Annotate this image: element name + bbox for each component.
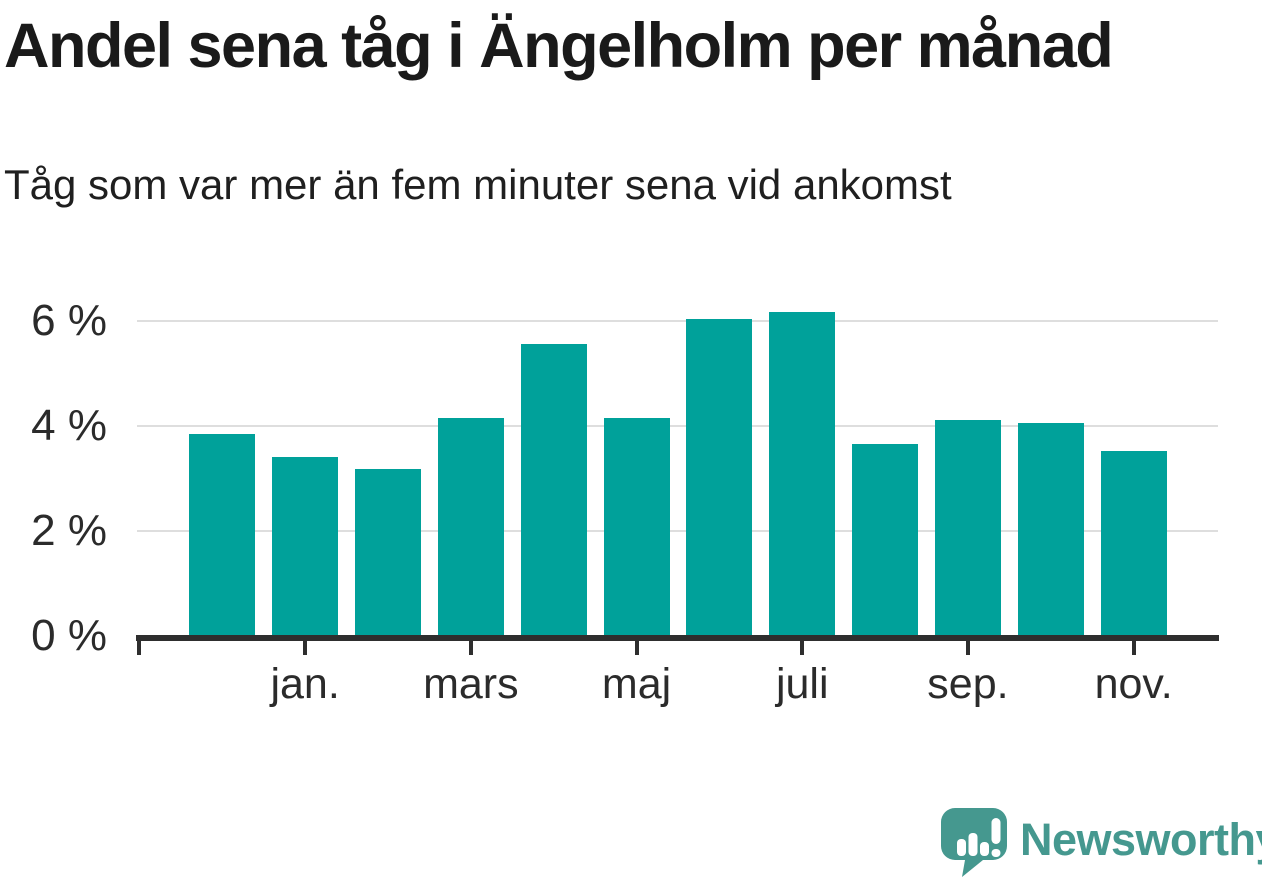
x-tick-label: maj <box>601 660 672 708</box>
bar <box>189 433 256 636</box>
gridline <box>137 529 1218 532</box>
bar <box>769 311 836 636</box>
y-tick-label: 4 % <box>31 400 107 450</box>
x-tick <box>303 641 308 655</box>
y-tick-label: 2 % <box>31 505 107 555</box>
bar <box>520 344 587 636</box>
newsworthy-logo-icon <box>941 808 1007 877</box>
x-tick-label: sep. <box>927 660 1009 708</box>
bar <box>603 417 670 636</box>
bar <box>355 469 421 636</box>
chart-subtitle: Tåg som var mer än fem minuter sena vid … <box>4 161 952 208</box>
x-tick <box>468 641 473 655</box>
x-tick <box>800 641 805 655</box>
chart-title: Andel sena tåg i Ängelholm per månad <box>4 11 1114 81</box>
y-tick-label: 6 % <box>31 295 107 345</box>
bar <box>272 457 339 636</box>
gridline <box>137 319 1218 322</box>
x-axis-line <box>136 635 1219 641</box>
bar <box>934 420 1001 636</box>
bar <box>686 318 753 636</box>
x-tick <box>137 641 141 655</box>
x-tick-label: jan. <box>270 660 340 708</box>
bar <box>437 417 504 636</box>
x-tick-label: nov. <box>1094 660 1173 708</box>
x-tick-label: juli <box>775 660 829 708</box>
bar <box>1100 451 1167 636</box>
newsworthy-logo: Newsworthy <box>941 806 1262 878</box>
x-tick <box>634 641 639 655</box>
y-tick-label: 0 % <box>31 611 107 660</box>
x-tick <box>965 641 970 655</box>
bar <box>1017 423 1084 636</box>
gridline <box>137 424 1218 427</box>
newsworthy-logo-text: Newsworthy <box>1020 814 1262 865</box>
x-tick <box>1131 641 1136 655</box>
x-tick-label: mars <box>423 660 519 708</box>
bar <box>852 443 919 636</box>
